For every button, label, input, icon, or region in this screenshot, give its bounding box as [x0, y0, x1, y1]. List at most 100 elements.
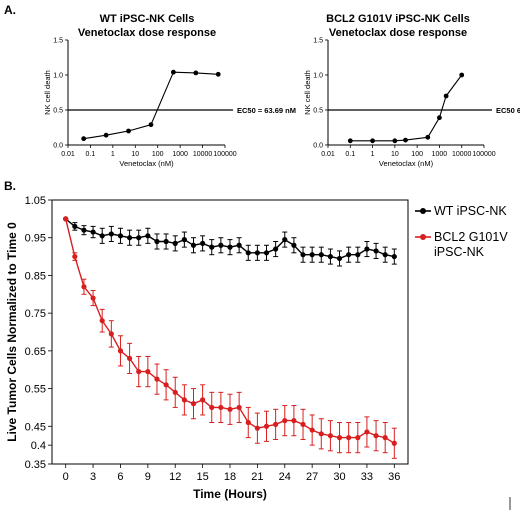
wt-data-point	[309, 252, 315, 258]
x-tick-label: 12	[169, 471, 181, 483]
x-tick-label: 27	[306, 471, 318, 483]
x-tick-label: 0.1	[86, 151, 96, 158]
bcl2-data-point	[117, 348, 124, 354]
bcl2-data-point	[318, 431, 324, 437]
wt-data-point	[300, 252, 306, 258]
wt-data-point	[355, 252, 361, 258]
data-point	[370, 138, 375, 144]
bcl2-data-point	[172, 389, 178, 395]
bcl2-data-point	[300, 421, 306, 427]
x-tick-label: 24	[279, 471, 291, 483]
bcl2-data-point	[99, 318, 105, 324]
chart-subtitle: Venetoclax dose response	[78, 27, 216, 39]
wt-data-point	[373, 248, 379, 254]
x-tick-label: 9	[145, 471, 151, 483]
data-point	[126, 128, 131, 134]
wt-data-point	[209, 244, 215, 250]
x-tick-label: 100	[411, 151, 423, 158]
x-tick-label: 6	[117, 471, 123, 483]
wt-data-point	[382, 252, 388, 258]
legend-swatch-wt-marker	[420, 208, 426, 214]
bcl2-data-point	[273, 421, 279, 427]
series-line	[350, 74, 463, 142]
bcl2-data-point	[163, 382, 169, 388]
x-tick-label: 0.1	[345, 151, 355, 158]
y-tick-label: 0.4	[31, 440, 46, 452]
bcl2-data-point	[236, 404, 242, 411]
bcl2-data-point	[200, 397, 206, 403]
chart-bcl2-dose-response: BCL2 G101V iPSC-NK Cells Venetoclax dose …	[303, 13, 520, 168]
wt-data-point	[346, 252, 352, 258]
bcl2-data-point	[391, 440, 397, 446]
x-tick-label: 10000	[452, 151, 472, 158]
wt-data-point	[254, 250, 260, 256]
x-axis-label: Venetoclax (nM)	[379, 159, 434, 168]
bcl2-data-point	[254, 425, 260, 431]
wt-data-point	[126, 235, 133, 241]
data-point	[347, 138, 353, 144]
wt-data-point	[364, 246, 370, 252]
y-tick-label: 0.85	[25, 270, 46, 282]
bcl2-data-point	[108, 331, 114, 337]
x-axis-label: Time (Hours)	[193, 487, 267, 501]
bcl2-data-point	[136, 369, 142, 375]
bcl2-data-point	[227, 406, 233, 412]
wt-data-point	[227, 244, 233, 250]
wt-data-point	[190, 242, 197, 248]
wt-data-point	[336, 255, 343, 262]
wt-data-point	[181, 237, 187, 243]
data-point	[170, 69, 176, 75]
wt-data-point	[90, 229, 96, 235]
wt-data-point	[117, 233, 124, 239]
data-point	[81, 136, 87, 142]
bcl2-data-point	[291, 418, 297, 424]
wt-data-point	[172, 240, 178, 246]
y-tick-label: 1.0	[53, 73, 63, 80]
x-tick-label: 30	[333, 471, 345, 483]
series-line	[83, 71, 219, 140]
bcl2-data-point	[218, 404, 224, 411]
wt-data-point	[327, 253, 334, 260]
bcl2-data-point	[90, 295, 96, 301]
chart-wt-dose-response: WT iPSC-NK Cells Venetoclax dose response…	[43, 13, 296, 168]
legend-label-bcl2: BCL2 G101V iPSC-NK	[434, 230, 508, 259]
bcl2-data-point	[181, 397, 187, 403]
bcl2-data-point	[309, 427, 315, 433]
y-tick-label: 0.0	[53, 143, 63, 150]
bcl2-data-point	[63, 216, 69, 222]
bcl2-data-point	[346, 435, 352, 441]
data-point	[392, 138, 398, 144]
legend-swatch-bcl2-marker	[420, 234, 426, 240]
bcl2-data-point	[245, 419, 251, 426]
bcl2-data-point	[336, 435, 343, 441]
data-point	[443, 93, 449, 99]
panel-b-label: B.	[4, 179, 16, 193]
x-tick-label: 0.01	[321, 151, 335, 158]
wt-data-point	[218, 242, 224, 248]
data-point	[215, 71, 221, 77]
chart-subtitle: Venetoclax dose response	[329, 27, 467, 39]
wt-data-point	[108, 231, 114, 237]
x-tick-label: 100000	[213, 151, 236, 158]
legend-label-wt: WT iPSC-NK	[434, 204, 507, 218]
data-point	[425, 134, 431, 140]
y-tick-label: 0.55	[25, 384, 46, 396]
data-point	[148, 122, 154, 128]
ec50-annotation: EC50 = 63.69 nM	[237, 106, 296, 115]
data-point	[403, 137, 408, 143]
y-tick-label: 1.5	[313, 38, 323, 45]
x-tick-label: 1	[111, 151, 115, 158]
x-tick-label: 10000	[193, 151, 213, 158]
chart-title: BCL2 G101V iPSC-NK Cells	[326, 13, 470, 25]
wt-data-point	[245, 250, 251, 256]
bcl2-data-point	[190, 401, 197, 407]
wt-data-point	[99, 233, 105, 239]
x-tick-label: 1000	[432, 151, 448, 158]
bcl2-data-point	[145, 369, 151, 375]
wt-data-point	[273, 246, 279, 252]
x-tick-label: 15	[196, 471, 208, 483]
wt-data-point	[318, 252, 324, 258]
bcl2-data-point	[263, 423, 270, 429]
y-tick-label: 0.75	[25, 308, 46, 320]
